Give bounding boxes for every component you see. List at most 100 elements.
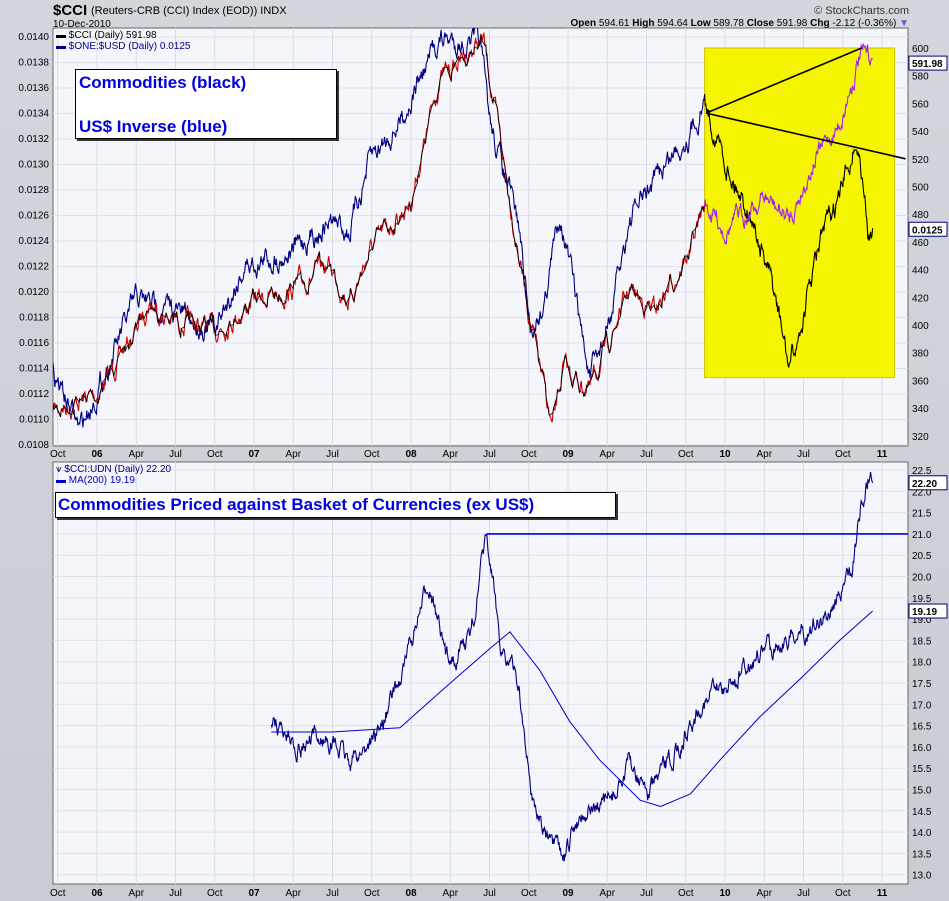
right-y-tick-label: 16.5 (912, 722, 932, 733)
legend-ma: MA(200) 19.19 (68, 475, 135, 486)
x-tick-label: Oct (364, 449, 380, 460)
x-tick-label: Jul (326, 449, 339, 460)
bottom-legend: ⩛ $CCI:UDN (Daily) 22.20 ▬ MA(200) 19.19 (56, 464, 172, 486)
x-tick-label: Apr (128, 449, 144, 460)
close-value: 591.98 (776, 18, 808, 29)
usd-inverse-line (53, 28, 706, 428)
right-y-tick-label: 580 (912, 72, 929, 83)
cci-line-black-segments (53, 35, 705, 418)
usd-inverse-line-highlighted (704, 94, 874, 369)
cci-last-value-text: 591.98 (912, 59, 943, 70)
right-y-tick-label: 540 (912, 127, 929, 138)
x-tick-label: Apr (442, 449, 458, 460)
x-tick-label: Oct (678, 449, 694, 460)
left-y-tick-label: 0.0114 (19, 364, 49, 375)
x-tick-label: Oct (835, 449, 851, 460)
annotation-box-top: Commodities (black) US$ Inverse (blue) (75, 69, 337, 139)
legend-udn: $CCI:UDN (Daily) 22.20 (64, 464, 172, 475)
right-y-tick-label: 19.5 (912, 594, 932, 605)
right-y-tick-label: 20.0 (912, 573, 932, 584)
x-tick-label: Jul (169, 888, 182, 899)
quote-summary: Open 594.61 High 594.64 Low 589.78 Close… (571, 18, 909, 29)
udn-line (270, 472, 874, 862)
right-y-tick-label: 20.5 (912, 551, 932, 562)
x-tick-label: Apr (756, 449, 772, 460)
left-y-tick-label: 0.0136 (18, 83, 49, 94)
x-tick-label: 06 (91, 888, 103, 899)
right-y-tick-label: 17.0 (912, 700, 932, 711)
right-y-tick-label: 17.5 (912, 679, 932, 690)
right-y-tick-label: 22.0 (912, 487, 932, 498)
x-tick-label: Apr (285, 888, 301, 899)
chart-date: 10-Dec-2010 (53, 19, 111, 30)
right-y-tick-label: 15.5 (912, 764, 932, 775)
ma200-line (271, 610, 873, 808)
x-tick-label: Jul (797, 888, 810, 899)
x-tick-label: Apr (599, 888, 615, 899)
ma-last-value-text: 19.19 (912, 607, 937, 618)
open-label: Open (570, 18, 597, 29)
left-y-tick-label: 0.0116 (19, 338, 49, 349)
x-tick-label: Oct (678, 888, 694, 899)
annotation-usd-inverse: US$ Inverse (blue) (79, 117, 228, 136)
x-tick-label: Jul (797, 449, 810, 460)
right-y-tick-label: 420 (912, 293, 929, 304)
right-y-tick-label: 380 (912, 349, 929, 360)
bottom-panel (52, 461, 909, 885)
x-tick-label: 11 (877, 449, 888, 460)
left-y-tick-label: 0.0120 (18, 287, 49, 298)
cci-last-value-box (908, 55, 948, 71)
left-y-tick-label: 0.0132 (18, 134, 49, 145)
right-y-tick-label: 16.0 (912, 743, 932, 754)
x-tick-label: Jul (640, 449, 653, 460)
x-tick-label: Apr (442, 888, 458, 899)
x-tick-label: 09 (562, 888, 574, 899)
right-y-tick-label: 13.5 (912, 849, 932, 860)
right-y-tick-label: 18.5 (912, 636, 932, 647)
legend-usd: $ONE:$USD (Daily) 0.0125 (68, 41, 191, 52)
annotation-basket: Commodities Priced against Basket of Cur… (58, 495, 535, 514)
x-tick-label: 08 (405, 888, 417, 899)
right-y-tick-label: 560 (912, 99, 929, 110)
left-y-tick-label: 0.0124 (18, 236, 49, 247)
right-y-tick-label: 19.0 (912, 615, 932, 626)
right-y-tick-label: 600 (912, 44, 929, 55)
dropdown-triangle-icon[interactable]: ▼ (899, 18, 909, 29)
x-tick-label: Oct (364, 888, 380, 899)
right-y-tick-label: 400 (912, 321, 929, 332)
usd-last-value-box (908, 221, 948, 237)
high-value: 594.64 (657, 18, 688, 29)
highlight-region (704, 47, 896, 379)
right-y-tick-label: 320 (912, 432, 929, 443)
udn-last-value: 22.20 (908, 475, 948, 491)
legend-cci: $CCI (Daily) 591.98 (68, 30, 157, 41)
x-tick-label: 09 (562, 449, 574, 460)
right-y-tick-label: 460 (912, 238, 929, 249)
right-y-tick-label: 440 (912, 266, 929, 277)
x-tick-label: Oct (50, 888, 66, 899)
x-tick-label: 08 (405, 449, 417, 460)
x-tick-label: 11 (877, 888, 888, 899)
right-y-tick-label: 13.0 (912, 871, 932, 882)
brand-label: © StockCharts.com (814, 5, 909, 17)
chart-description: (Reuters-CRB (CCI) Index (EOD)) INDX (91, 5, 287, 17)
x-tick-label: Apr (285, 449, 301, 460)
x-tick-label: Oct (835, 888, 851, 899)
usd-last-value: 0.0125 (908, 221, 948, 237)
left-y-tick-label: 0.0130 (18, 160, 49, 171)
left-y-tick-label: 0.0134 (18, 109, 49, 120)
x-tick-label: 06 (91, 449, 103, 460)
x-tick-label: Oct (207, 888, 223, 899)
x-tick-label: Jul (483, 888, 496, 899)
cci-last-value: 591.98 (908, 55, 948, 71)
left-y-tick-label: 0.0138 (18, 58, 49, 69)
chg-label: Chg (810, 18, 830, 29)
chg-value: -2.12 (-0.36%) (832, 18, 897, 29)
udn-last-value-box (908, 475, 948, 491)
cci-line-highlighted (704, 42, 873, 245)
chart-symbol: $CCI (53, 2, 88, 19)
left-y-tick-label: 0.0110 (19, 415, 49, 426)
x-tick-label: Apr (599, 449, 615, 460)
ma-last-value: 19.19 (908, 603, 948, 619)
